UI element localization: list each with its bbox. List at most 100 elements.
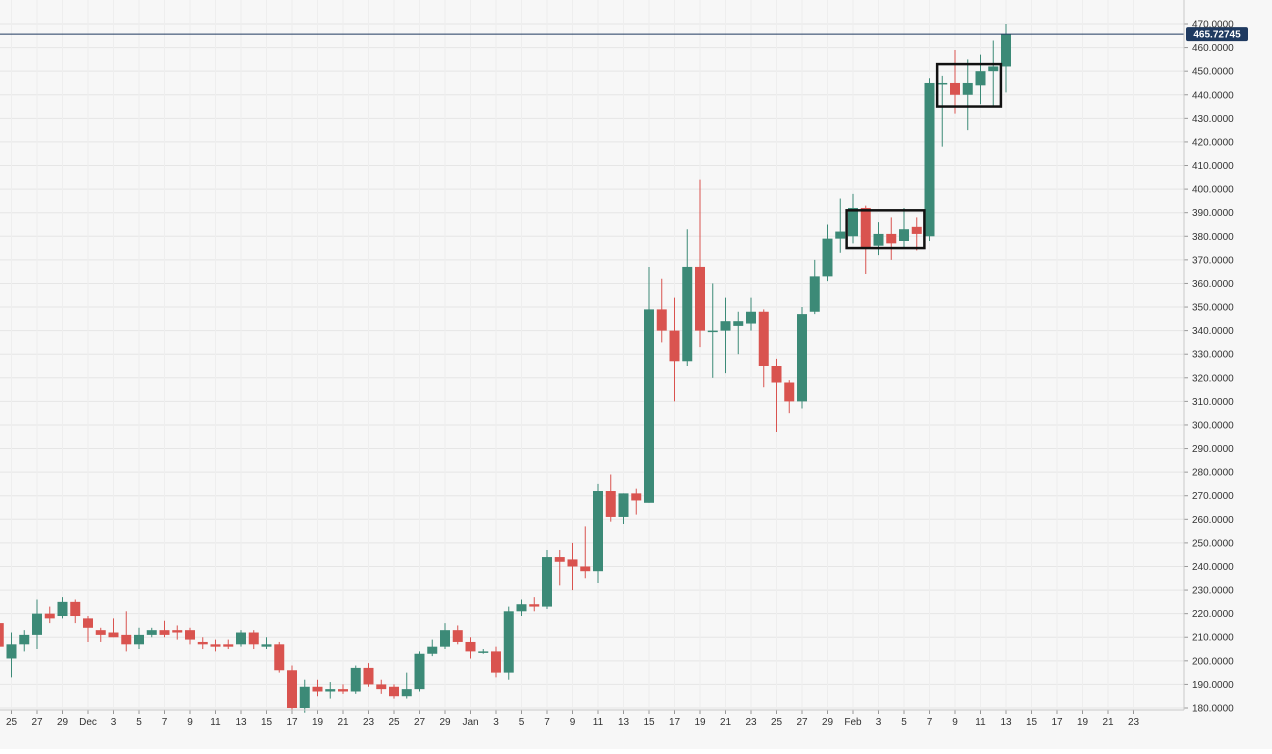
annotation-rectangle[interactable] [935,62,1003,108]
candle[interactable] [835,198,846,253]
x-tick-label: 17 [1051,717,1063,728]
candle[interactable] [860,205,871,275]
candle[interactable] [70,599,81,624]
candle-body [185,630,195,640]
candle[interactable] [911,217,922,251]
candle[interactable] [758,309,769,388]
candle[interactable] [529,597,540,612]
annotations-layer [845,62,1003,250]
candle[interactable] [6,632,17,678]
candle[interactable] [0,609,4,647]
candle[interactable] [784,380,795,414]
candle[interactable] [146,627,157,638]
candle[interactable] [503,606,514,680]
candle[interactable] [338,684,348,694]
candle[interactable] [312,679,323,697]
candle[interactable] [134,627,144,650]
candle[interactable] [695,179,705,348]
candle[interactable] [44,606,55,624]
candle[interactable] [848,193,858,244]
candle[interactable] [542,549,552,609]
candle[interactable] [223,639,234,650]
candle-body [631,493,642,501]
candle[interactable] [605,474,616,522]
candle[interactable] [210,639,221,652]
candle[interactable] [733,311,744,355]
annotation-rectangle[interactable] [845,209,926,250]
candle-body [529,604,540,607]
candle[interactable] [962,59,973,131]
candle-body [44,613,55,619]
candle[interactable] [32,599,42,650]
y-tick-label: 390.0000 [1192,208,1234,219]
candle[interactable] [57,597,68,619]
candle[interactable] [1001,24,1011,93]
candle[interactable] [937,75,948,147]
candle[interactable] [656,278,667,343]
y-tick-label: 180.0000 [1192,704,1234,715]
candle[interactable] [478,649,489,654]
candle[interactable] [707,283,718,378]
candle[interactable] [822,224,833,282]
candle[interactable] [185,627,195,645]
candle[interactable] [618,493,629,525]
candle-body [669,330,680,362]
candle[interactable] [236,630,246,647]
candle[interactable] [899,207,909,249]
candle[interactable] [491,646,501,678]
y-tick-label: 430.0000 [1192,114,1234,125]
candle[interactable] [886,217,897,260]
candle[interactable] [440,623,450,650]
candle[interactable] [248,630,259,650]
candle-body [95,630,106,635]
candle[interactable] [274,641,285,673]
candle[interactable] [567,542,578,591]
candle-body [312,686,323,692]
candle[interactable] [19,630,30,652]
candle[interactable] [746,297,756,331]
candle[interactable] [720,297,731,374]
candle[interactable] [350,665,361,694]
candle[interactable] [797,307,807,409]
candle[interactable] [414,651,425,692]
candle[interactable] [159,620,170,638]
candle[interactable] [809,259,820,315]
candle[interactable] [325,682,336,699]
candle[interactable] [924,78,935,241]
candle[interactable] [631,488,642,515]
candle[interactable] [261,637,272,650]
candle[interactable] [376,679,387,694]
candle[interactable] [771,358,782,433]
candle-body [797,314,807,402]
x-tick-label: 19 [1077,717,1089,728]
candle[interactable] [121,611,132,652]
candle[interactable] [172,625,183,640]
candle[interactable] [593,483,603,583]
candle[interactable] [988,40,999,107]
candle[interactable] [682,229,693,366]
candle[interactable] [873,222,884,256]
candle[interactable] [452,625,463,645]
candle[interactable] [554,549,565,586]
candle[interactable] [389,684,399,699]
candle[interactable] [287,665,297,713]
candle[interactable] [299,679,310,713]
candle[interactable] [108,618,119,638]
candle[interactable] [669,297,680,402]
x-tick-label: 11 [975,717,986,728]
candle-body [236,632,246,645]
candle[interactable] [465,637,476,659]
candle[interactable] [95,627,106,642]
candle[interactable] [516,599,527,617]
candle[interactable] [401,672,412,699]
candle[interactable] [197,637,208,650]
candle[interactable] [363,663,374,687]
candle[interactable] [580,526,591,579]
candle[interactable] [950,49,960,114]
x-tick-label: 7 [927,717,933,728]
candle[interactable] [427,639,438,657]
candle[interactable] [83,616,93,642]
candle[interactable] [644,266,654,503]
